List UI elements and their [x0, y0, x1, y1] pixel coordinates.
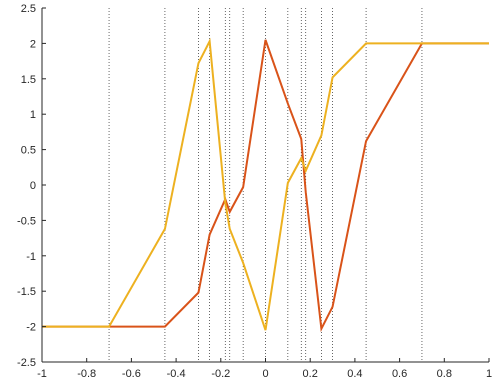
y-tick-label: 2.5: [21, 3, 36, 15]
x-tick-label: 0.8: [437, 368, 452, 380]
x-tick-label: 0.2: [303, 368, 318, 380]
x-tick-label: 0.6: [392, 368, 407, 380]
y-tick-label: -1: [26, 251, 36, 263]
x-tick-label: 0.4: [347, 368, 362, 380]
series-line-1: [42, 39, 489, 333]
x-axis-ticks: -1 -0.8 -0.6 -0.4 -0.2 0 0.2 0.4 0.6 0.8 1: [37, 358, 492, 380]
x-tick-label: -0.4: [167, 368, 186, 380]
y-tick-label: -2.5: [17, 357, 36, 369]
y-tick-label: 1.5: [21, 74, 36, 86]
y-tick-label: 2: [30, 38, 36, 50]
x-tick-label: -0.2: [211, 368, 230, 380]
y-tick-label: 0: [30, 180, 36, 192]
x-tick-label: -0.8: [77, 368, 96, 380]
x-tick-label: -0.6: [122, 368, 141, 380]
y-tick-label: 0.5: [21, 145, 36, 157]
x-tick-label: -1: [37, 368, 47, 380]
y-tick-label: -0.5: [17, 215, 36, 227]
series-line-2: [42, 37, 489, 331]
series-group: [42, 37, 489, 333]
x-tick-label: 0: [262, 368, 268, 380]
y-tick-label: -2: [26, 322, 36, 334]
y-axis-ticks: -2.5 -2 -1.5 -1 -0.5 0 0.5 1 1.5 2 2.5: [17, 3, 46, 369]
y-tick-label: 1: [30, 109, 36, 121]
x-tick-label: 1: [486, 368, 492, 380]
y-tick-label: -1.5: [17, 286, 36, 298]
